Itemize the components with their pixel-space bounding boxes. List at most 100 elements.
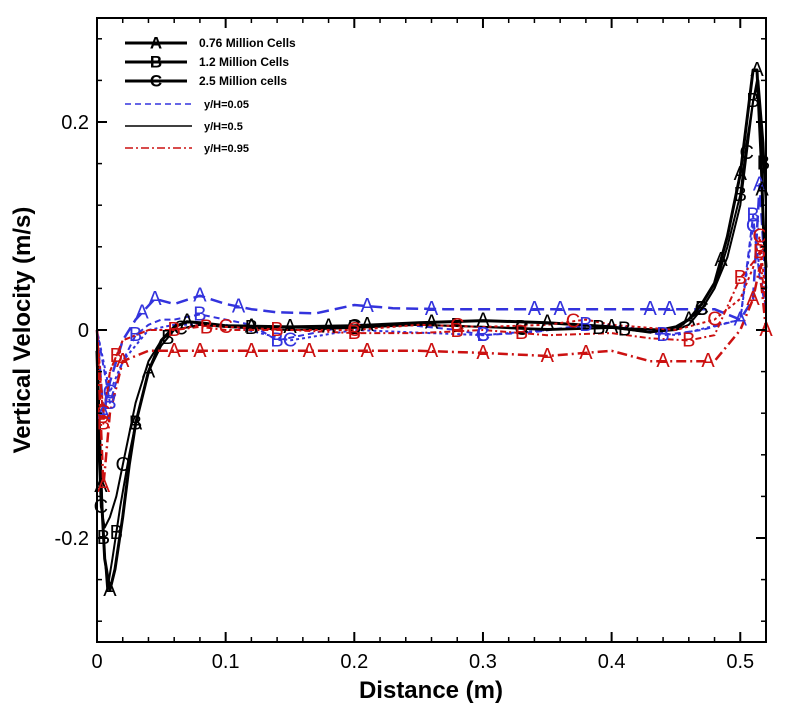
series-3-marker-1: A bbox=[103, 579, 117, 601]
series-7-marker-1: B bbox=[110, 345, 123, 367]
series-6-marker-13: A bbox=[746, 288, 760, 310]
series-8-marker-1: C bbox=[218, 316, 232, 338]
series-3-marker-4: A bbox=[180, 311, 194, 333]
series-5-marker-6: C bbox=[739, 142, 753, 164]
legend-mesh-label: 1.2 Million Cells bbox=[199, 55, 289, 69]
series-line-5 bbox=[96, 79, 767, 529]
series-0-marker-10: A bbox=[663, 298, 677, 320]
series-3-marker-3: A bbox=[142, 361, 156, 383]
legend-height-label: y/H=0.05 bbox=[204, 99, 249, 111]
y-tick-label: -0.2 bbox=[55, 528, 89, 550]
series-3-marker-13: A bbox=[682, 309, 696, 331]
series-1-marker-4: B bbox=[476, 324, 489, 346]
series-0-marker-11: A bbox=[734, 309, 748, 331]
series-5-marker-3: C bbox=[347, 316, 361, 338]
y-tick-label: 0 bbox=[78, 320, 89, 342]
series-1-marker-5: B bbox=[579, 314, 592, 336]
series-7-marker-2: B bbox=[168, 319, 181, 341]
legend-mesh-marker: C bbox=[150, 72, 162, 91]
series-line-6 bbox=[95, 266, 768, 488]
series-8-marker-0: C bbox=[96, 402, 110, 424]
series-1-marker-0: B bbox=[103, 392, 116, 414]
series-6-marker-6: A bbox=[361, 340, 375, 362]
x-tick-label: 0.4 bbox=[598, 651, 626, 673]
series-4-marker-8: B bbox=[592, 317, 605, 339]
series-6-marker-0: A bbox=[97, 475, 111, 497]
series-line-1 bbox=[96, 214, 767, 404]
series-8-marker-4: C bbox=[566, 310, 580, 332]
series-6-marker-11: A bbox=[656, 350, 670, 372]
series-7-marker-9: B bbox=[734, 267, 747, 289]
series-6-marker-12: A bbox=[701, 350, 715, 372]
series-2-marker-2: C bbox=[476, 324, 490, 346]
series-7-marker-3: B bbox=[200, 317, 213, 339]
legend-mesh-label: 0.76 Million Cells bbox=[199, 36, 296, 50]
series-3-marker-17: A bbox=[755, 179, 769, 201]
series-0-marker-2: A bbox=[148, 288, 162, 310]
series-4-marker-1: B bbox=[110, 522, 123, 544]
series-6-marker-10: A bbox=[579, 342, 593, 364]
series-4-marker-5: B bbox=[348, 317, 361, 339]
series-6-marker-8: A bbox=[476, 342, 490, 364]
series-line-0 bbox=[95, 183, 768, 415]
series-8-marker-2: C bbox=[347, 319, 361, 341]
series-6-marker-9: A bbox=[541, 345, 555, 367]
series-3-marker-6: A bbox=[283, 316, 297, 338]
series-0-marker-5: A bbox=[361, 295, 375, 317]
series-7-marker-0: B bbox=[97, 413, 110, 435]
legend-height-label: y/H=0.5 bbox=[204, 121, 243, 133]
x-tick-label: 0.1 bbox=[212, 651, 240, 673]
series-4-marker-11: B bbox=[734, 184, 747, 206]
x-tick-label: 0.3 bbox=[469, 651, 497, 673]
series-0-marker-1: A bbox=[135, 302, 149, 324]
series-4-marker-3: B bbox=[161, 327, 174, 349]
series-3-marker-14: A bbox=[714, 249, 728, 271]
series-4-marker-2: B bbox=[129, 413, 142, 435]
y-axis-title: Vertical Velocity (m/s) bbox=[9, 207, 36, 454]
series-7-marker-5: B bbox=[348, 322, 361, 344]
series-1-marker-2: B bbox=[193, 303, 206, 325]
series-8-marker-6: C bbox=[752, 225, 766, 247]
x-tick-label: 0 bbox=[91, 651, 102, 673]
series-8-marker-5: C bbox=[707, 309, 721, 331]
series-line-2 bbox=[96, 225, 767, 394]
series-4-marker-4: B bbox=[245, 317, 258, 339]
series-5-marker-5: C bbox=[694, 298, 708, 320]
series-7-marker-4: B bbox=[270, 319, 283, 341]
series-7-marker-8: B bbox=[682, 329, 695, 351]
series-1-marker-1: B bbox=[129, 324, 142, 346]
series-2-marker-0: C bbox=[103, 381, 117, 403]
series-4-marker-9: B bbox=[618, 318, 631, 340]
y-tick-label: 0.2 bbox=[61, 112, 89, 134]
series-3-marker-2: A bbox=[129, 413, 143, 435]
legend-height-label: y/H=0.95 bbox=[204, 143, 249, 155]
x-axis-title: Distance (m) bbox=[359, 677, 503, 704]
series-6-marker-1: A bbox=[116, 350, 130, 372]
series-1-marker-6: B bbox=[656, 324, 669, 346]
series-5-marker-4: C bbox=[514, 318, 528, 340]
series-2-marker-3: C bbox=[746, 215, 760, 237]
series-1-marker-7: B bbox=[746, 205, 759, 227]
series-6-marker-2: A bbox=[168, 340, 182, 362]
series-5-marker-1: C bbox=[115, 454, 129, 476]
series-2-marker-1: C bbox=[283, 329, 297, 351]
series-5-marker-2: C bbox=[173, 318, 187, 340]
series-5-marker-0: C bbox=[94, 496, 108, 518]
series-0-marker-6: A bbox=[425, 298, 439, 320]
x-tick-label: 0.5 bbox=[726, 651, 754, 673]
series-6-marker-4: A bbox=[245, 340, 259, 362]
series-3-marker-8: A bbox=[361, 314, 375, 336]
series-0-marker-8: A bbox=[554, 298, 568, 320]
series-3-marker-10: A bbox=[476, 310, 490, 332]
legend-mesh-marker: A bbox=[150, 34, 162, 53]
series-3-marker-9: A bbox=[425, 311, 439, 333]
series-line-7 bbox=[96, 251, 767, 425]
series-4-marker-6: B bbox=[451, 315, 464, 337]
series-line-8 bbox=[96, 235, 767, 415]
series-3-marker-15: A bbox=[734, 163, 748, 185]
series-3-marker-7: A bbox=[322, 315, 336, 337]
x-tick-label: 0.2 bbox=[340, 651, 368, 673]
series-7-marker-6: B bbox=[451, 320, 464, 342]
series-6-marker-5: A bbox=[303, 340, 317, 362]
